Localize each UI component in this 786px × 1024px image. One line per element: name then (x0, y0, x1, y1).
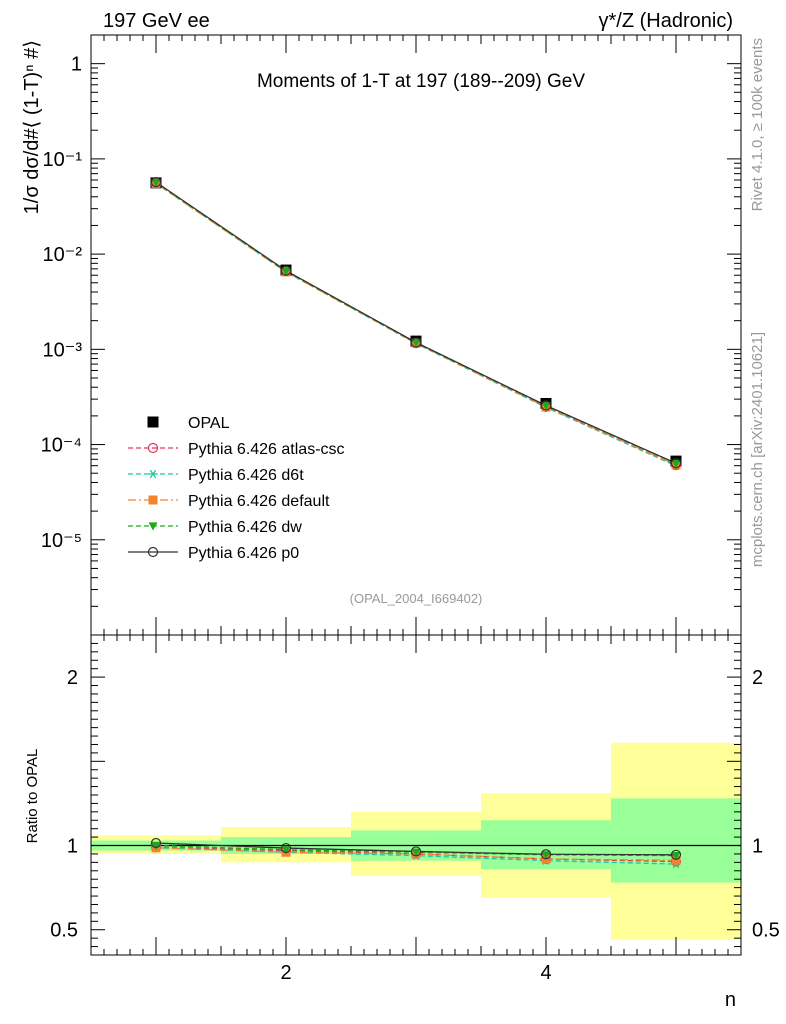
legend-marker-3 (148, 522, 158, 531)
legend-label-4: Pythia 6.426 p0 (188, 545, 299, 562)
y-tick-label: 10⁻⁴ (41, 435, 82, 457)
legend-marker-1 (148, 469, 158, 479)
series-line-4 (155, 181, 677, 464)
series-line-2 (155, 182, 677, 466)
ratio-4-point (410, 846, 422, 857)
ratio-2-point (671, 855, 681, 865)
legend-label-3: Pythia 6.426 dw (188, 519, 302, 536)
ratio-y-tick-label-right: 1 (752, 836, 763, 858)
series-3-point (151, 178, 161, 187)
series-line-3 (155, 181, 677, 465)
legend-label-0: Pythia 6.426 atlas-csc (188, 441, 345, 458)
main-ylabel: 1/σ dσ/d#⟨ (1-T)ⁿ #⟩ (21, 40, 43, 214)
legend-marker-opal (147, 416, 159, 428)
ratio-3-point (671, 852, 681, 861)
ratio-panel: 2 4 0.5 0.5 1 1 2 2 Ratio to OPAL n (24, 634, 780, 1011)
series-4-point (150, 177, 162, 188)
analysis-id: (OPAL_2004_I669402) (350, 591, 483, 606)
series-3-point (671, 459, 681, 468)
series-4-point (410, 337, 422, 348)
series-4-point (280, 265, 292, 276)
ratio-4-point (280, 842, 292, 854)
x-tick-label: 4 (540, 962, 551, 984)
ratio-y-tick-label: 0.5 (50, 920, 78, 942)
ratio-y-tick-label: 2 (67, 667, 78, 689)
series-3-point (541, 402, 551, 411)
legend-marker-4 (147, 546, 159, 558)
legend-marker-2 (148, 495, 158, 505)
main-panel: 1 10⁻¹ 10⁻² 10⁻³ 10⁻⁴ 10⁻⁵ Moments of 1-T at … (21, 34, 742, 636)
legend-label-2: Pythia 6.426 default (188, 493, 330, 510)
ratio-3-point (411, 848, 421, 857)
ratio-y-tick-label: 1 (67, 836, 78, 858)
ratio-3-point (541, 851, 551, 860)
series-4-point (670, 458, 682, 469)
ratio-y-tick-label-right: 2 (752, 667, 763, 689)
series-3-point (411, 338, 421, 347)
legend-marker-0 (147, 442, 159, 454)
ratio-3-point (281, 846, 291, 855)
ratio-4-point (540, 849, 552, 860)
series-4-point (540, 400, 552, 411)
legend: OPAL Pythia 6.426 atlas-csc Pythia 6.426 d… (128, 415, 345, 562)
x-axis-label: n (725, 989, 736, 1011)
y-tick-label: 10⁻⁵ (41, 530, 82, 552)
series-3-point (281, 267, 291, 276)
ratio-y-tick-label-right: 0.5 (752, 920, 780, 942)
ratio-4-point (670, 849, 682, 860)
ratio-3-point (151, 841, 161, 851)
legend-label-opal: OPAL (188, 415, 230, 432)
y-tick-label: 10⁻² (43, 244, 83, 266)
y-tick-label: 10⁻³ (43, 339, 83, 361)
uncertainty-band-green-bin-5 (611, 798, 741, 883)
y-tick-label: 1 (71, 54, 82, 76)
main-title: Moments of 1-T at 197 (189--209) GeV (257, 71, 585, 92)
header-left: 197 GeV ee (103, 10, 210, 32)
x-tick-label: 2 (280, 962, 291, 984)
ratio-4-point (150, 837, 162, 849)
series-line-1 (155, 182, 677, 467)
ratio-ylabel: Ratio to OPAL (24, 749, 41, 844)
series-line-0 (155, 182, 677, 466)
legend-label-1: Pythia 6.426 d6t (188, 467, 304, 484)
y-tick-label: 10⁻¹ (43, 149, 83, 171)
header-right: γ*/Z (Hadronic) (599, 10, 733, 32)
mcplots-label: mcplots.cern.ch [arXiv:2401.10621] (749, 332, 766, 567)
rivet-label: Rivet 4.1.0, ≥ 100k events (749, 38, 766, 211)
